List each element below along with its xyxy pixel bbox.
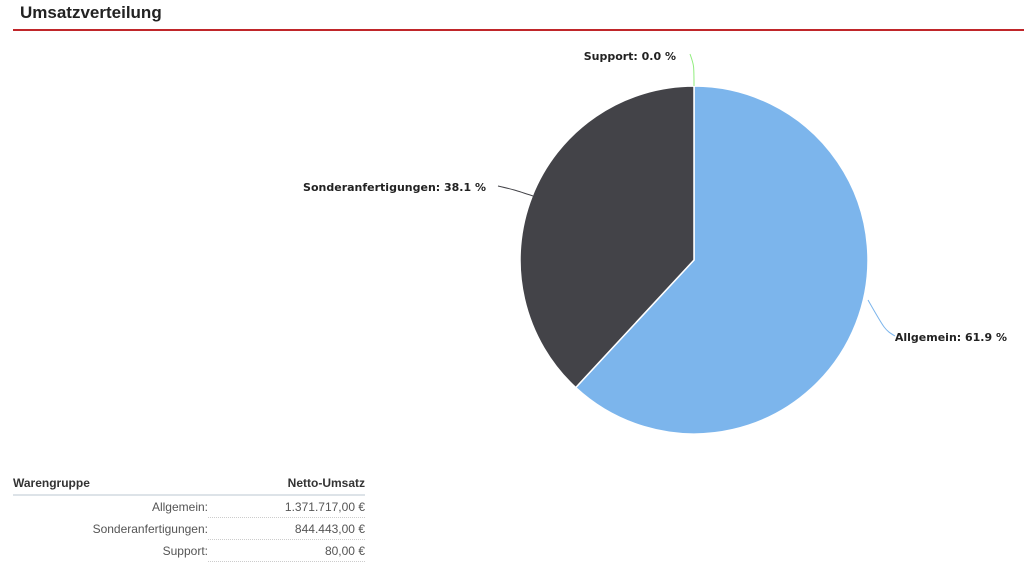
pie-chart: Allgemein: 61.9 % Sonderanfertigungen: 38… [303,50,1007,435]
label-connector [689,53,695,87]
row-group: Support: [162,544,208,558]
table-row: Sonderanfertigungen: 844.443,00 € [13,517,365,540]
data-label: Sonderanfertigungen: 38.1 % [303,181,486,194]
data-label: Support: 0.0 % [584,50,676,63]
page-title: Umsatzverteilung [20,3,162,22]
row-value: 1.371.717,00 € [208,495,365,518]
title-divider [13,29,1024,31]
data-label: Allgemein: 61.9 % [895,331,1007,344]
row-group: Sonderanfertigungen: [92,522,208,536]
slice-allgemein[interactable] [574,85,869,435]
table-row: Support: 80,00 € [13,539,365,562]
label-connector [497,185,534,197]
row-value: 844.443,00 € [208,517,365,540]
slice-sonderanfertigungen[interactable] [519,85,695,389]
label-connector [867,299,896,337]
row-value: 80,00 € [208,539,365,562]
revenue-table: Warengruppe Netto-Umsatz Allgemein: 1.37… [13,474,365,562]
column-header-group: Warengruppe [13,474,208,496]
table-row: Allgemein: 1.371.717,00 € [13,495,365,518]
row-group: Allgemein: [151,500,208,515]
table-header-row: Warengruppe Netto-Umsatz [13,474,365,496]
column-header-revenue: Netto-Umsatz [208,474,365,496]
